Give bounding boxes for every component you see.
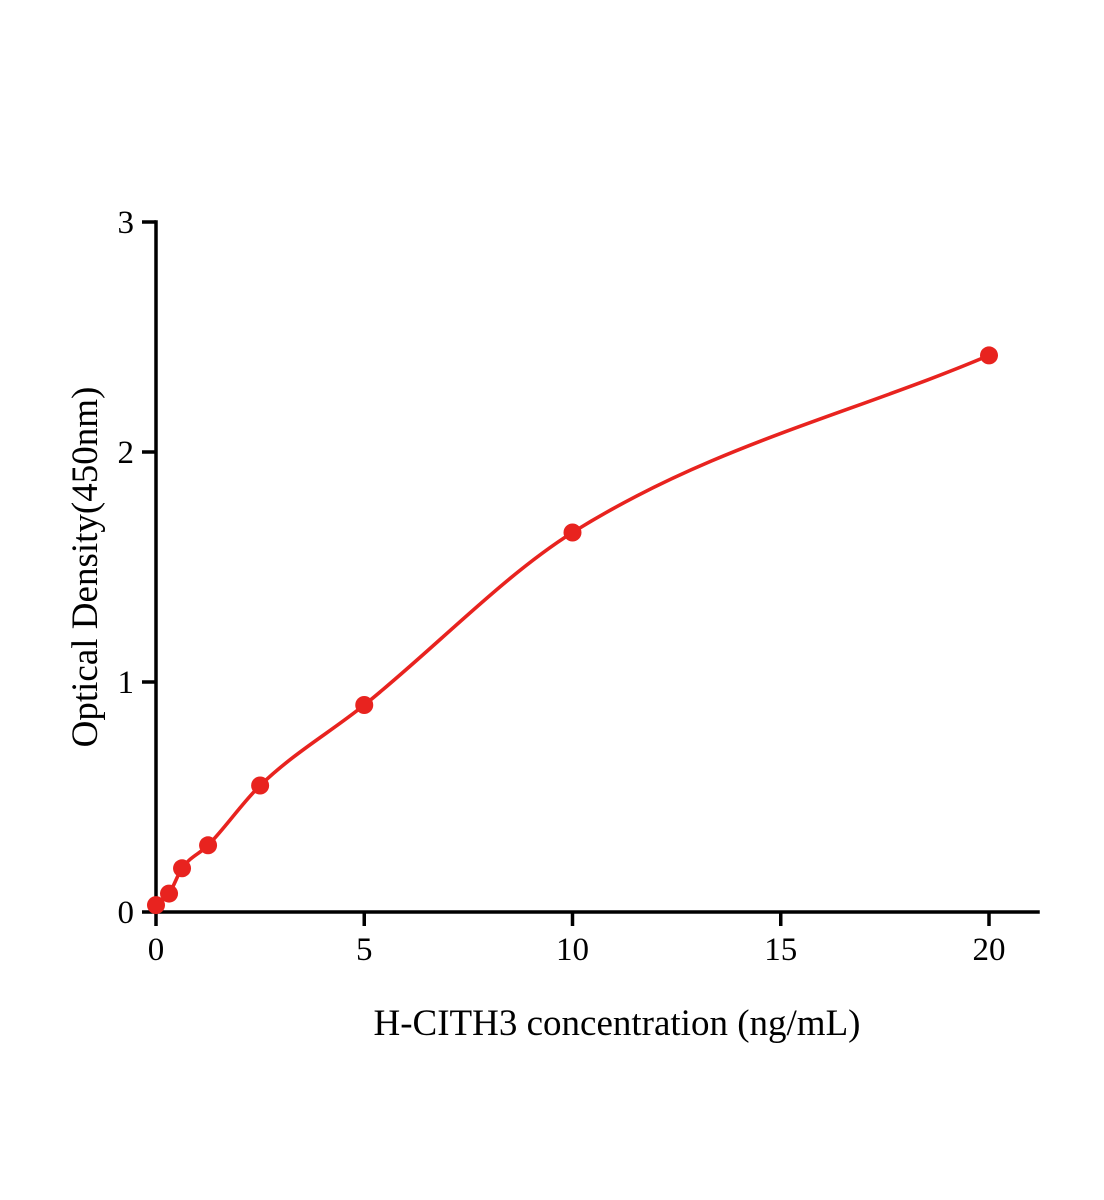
- data-point: [160, 884, 179, 903]
- axis-lines: [154, 220, 1040, 914]
- x-axis-title: H-CITH3 concentration (ng/mL): [373, 1003, 860, 1044]
- data-point: [199, 836, 218, 855]
- data-point: [147, 896, 165, 915]
- axes-layer: [154, 220, 1040, 914]
- x-tick-label: 10: [556, 932, 589, 968]
- fit-curve-layer: [154, 353, 991, 907]
- x-tick-label: 20: [973, 932, 1006, 968]
- y-tick-label: 1: [118, 665, 135, 701]
- fit-curve: [154, 353, 991, 907]
- data-point: [563, 523, 582, 542]
- data-point: [173, 859, 192, 878]
- y-tick-label: 0: [118, 895, 135, 931]
- data-point: [980, 346, 998, 365]
- y-axis-title: Optical Density(450nm): [65, 387, 106, 748]
- x-tick-label: 15: [764, 932, 797, 968]
- x-tick-label: 5: [356, 932, 373, 968]
- y-tick-label: 3: [118, 205, 135, 241]
- data-points-layer: [147, 346, 998, 915]
- data-point: [355, 696, 374, 714]
- data-point: [251, 776, 270, 795]
- y-tick-label: 2: [118, 435, 135, 471]
- x-tick-label: 0: [148, 932, 165, 968]
- ticks-layer: 0 5 10 15 20 0 1 2 3: [118, 205, 1006, 968]
